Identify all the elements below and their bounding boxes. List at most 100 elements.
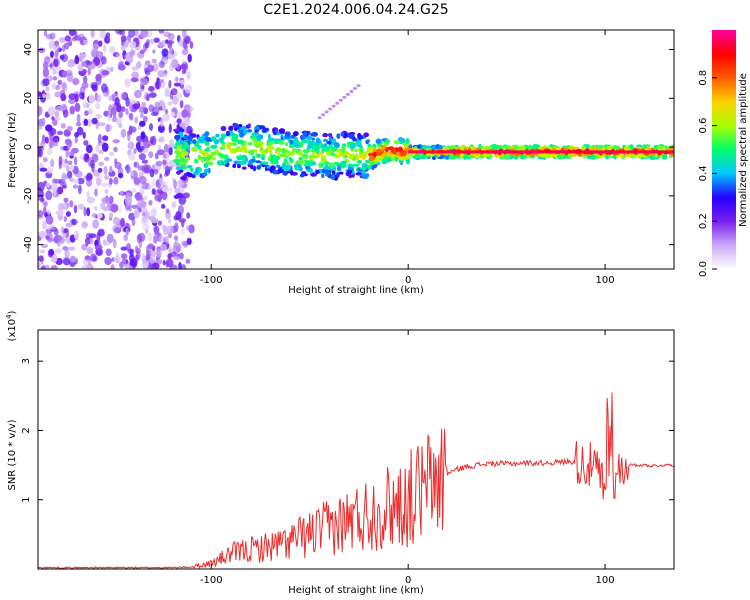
noise-speckle: [162, 260, 166, 266]
spectral-blob: [292, 143, 300, 148]
noise-speckle: [67, 61, 75, 68]
noise-speckle: [47, 106, 56, 116]
spectral-blob: [341, 145, 346, 151]
noise-speckle: [74, 30, 78, 37]
noise-speckle: [155, 160, 163, 167]
spectral-blob: [244, 140, 248, 146]
noise-speckle: [165, 258, 174, 268]
spectral-blob: [261, 161, 269, 165]
ridge-cell: [638, 150, 642, 154]
noise-speckle: [134, 245, 139, 254]
ridge-cell: [461, 150, 465, 154]
spectral-blob: [312, 151, 317, 156]
noise-speckle: [143, 78, 148, 86]
noise-speckle: [162, 103, 166, 112]
noise-speckle: [43, 30, 48, 37]
y-tick-label: 3: [21, 358, 32, 364]
noise-speckle: [82, 101, 88, 109]
snr-y-axis-title: SNR (10 * v/v): [7, 419, 18, 490]
y-tick-label: 1: [21, 497, 32, 503]
noise-speckle: [134, 89, 142, 99]
noise-speckle: [142, 215, 147, 224]
noise-speckle: [174, 76, 179, 83]
spectral-blob: [197, 154, 202, 160]
spectral-blob: [337, 153, 345, 157]
noise-speckle: [164, 86, 171, 94]
spectral-blob: [448, 145, 455, 150]
spectral-blob: [359, 135, 364, 140]
spectral-blob: [309, 161, 317, 166]
noise-speckle: [38, 230, 47, 238]
spectral-blob: [226, 130, 230, 137]
spectral-blob: [210, 151, 217, 156]
noise-speckle: [38, 124, 43, 130]
ridge-cell: [558, 150, 562, 154]
spectral-blob: [320, 144, 325, 149]
ridge-cell: [573, 150, 577, 154]
noise-speckle: [110, 107, 117, 115]
spectral-blob: [256, 153, 261, 158]
noise-speckle: [116, 104, 122, 113]
noise-speckle: [173, 241, 178, 249]
noise-speckle: [45, 182, 51, 188]
noise-speckle: [170, 111, 175, 117]
spectral-blob: [256, 164, 262, 170]
noise-speckle: [59, 54, 65, 60]
noise-speckle: [133, 209, 140, 219]
noise-speckle: [69, 200, 74, 208]
spectral-blob: [281, 147, 285, 154]
noise-speckle: [152, 49, 156, 54]
noise-speckle: [78, 33, 85, 39]
spectral-blob: [175, 166, 182, 171]
noise-speckle: [157, 220, 162, 226]
spectral-blob: [656, 145, 664, 151]
ridge-cell: [502, 150, 506, 154]
ridge-cell: [585, 150, 589, 154]
spectral-blob: [327, 133, 333, 137]
noise-speckle: [133, 161, 140, 169]
spectral-blob: [194, 158, 198, 163]
noise-speckle: [62, 109, 69, 118]
ridge-cell: [561, 150, 565, 154]
spectral-blob: [303, 131, 308, 136]
spectral-blob: [336, 171, 340, 178]
colorbar-ticks: 0.0 0.2 0.4 0.6 0.8: [698, 70, 717, 277]
spectral-blob: [210, 145, 215, 149]
snr-panel: -100 0 100 1 2 3 Height of straight line (km)…: [5, 310, 675, 596]
spectral-blob: [250, 164, 254, 170]
noise-speckle: [62, 246, 69, 251]
spectral-blob: [179, 156, 183, 162]
noise-speckle: [153, 234, 158, 244]
spectral-blob: [199, 138, 204, 143]
noise-speckle: [154, 101, 161, 108]
noise-speckle: [79, 92, 85, 100]
noise-speckle: [74, 136, 78, 144]
noise-speckle: [104, 175, 109, 180]
ridge-cell: [493, 150, 497, 154]
spectral-blob: [405, 139, 410, 145]
noise-speckle: [150, 208, 158, 217]
noise-speckle: [173, 82, 181, 87]
x-tick-label: 0: [405, 575, 411, 586]
noise-speckle: [40, 197, 45, 203]
ridge-cell: [473, 150, 477, 154]
ridge-cell: [526, 150, 530, 154]
noise-speckle: [186, 105, 194, 113]
noise-speckle: [66, 170, 73, 179]
spectral-blob: [180, 166, 188, 170]
noise-speckle: [108, 95, 113, 101]
noise-speckle: [185, 225, 192, 231]
noise-speckle: [86, 60, 93, 66]
noise-speckle: [108, 151, 115, 156]
noise-speckle: [173, 179, 177, 190]
noise-speckle: [63, 129, 71, 137]
spectral-blob: [422, 154, 428, 158]
streak-dot: [338, 98, 343, 102]
spectral-blob: [511, 155, 516, 159]
noise-speckle: [140, 30, 149, 38]
ridge-cell: [635, 150, 639, 154]
spectral-blob: [377, 138, 381, 145]
noise-speckle: [141, 182, 149, 190]
noise-speckle: [149, 136, 155, 144]
noise-speckle: [179, 122, 186, 128]
